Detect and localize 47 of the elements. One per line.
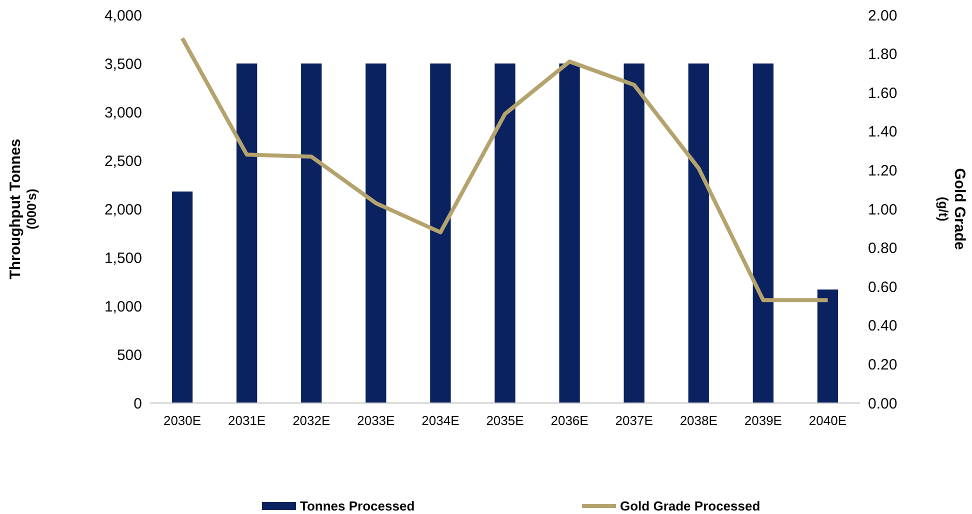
x-tick-label: 2039E: [744, 413, 782, 428]
bar: [172, 192, 193, 403]
y2-tick-label: 0.60: [868, 278, 898, 296]
bar: [301, 64, 322, 403]
bar: [688, 64, 709, 403]
y2-axis-title: Gold Grade (g/t): [936, 168, 968, 250]
x-tick-label: 2033E: [357, 413, 396, 428]
y-tick-label: 0: [134, 395, 142, 412]
x-tick-label: 2035E: [486, 413, 524, 428]
y-tick-label: 3,500: [104, 56, 142, 73]
bar: [752, 64, 774, 403]
y2-tick-label: 1.60: [868, 84, 898, 102]
y-tick-label: 2,000: [104, 201, 142, 218]
y2-tick-label: 1.20: [868, 162, 898, 180]
bar: [559, 64, 580, 403]
bar: [817, 290, 838, 403]
y-tick-label: 1,500: [104, 250, 142, 267]
x-tick-label: 2030E: [163, 413, 202, 428]
x-tick-label: 2034E: [422, 413, 460, 428]
x-tick-label: 2037E: [615, 413, 654, 428]
y2-tick-label: 0.80: [868, 240, 898, 258]
y2-tick-label: 0.00: [868, 395, 898, 412]
y2-tick-label: 0.20: [868, 356, 898, 374]
x-tick-label: 2031E: [228, 413, 266, 428]
y2-tick-label: 0.40: [868, 318, 898, 335]
y-tick-label: 500: [116, 346, 142, 364]
y2-tick-label: 2.00: [868, 7, 898, 24]
y2-tick-label: 1.80: [868, 46, 898, 64]
y2-tick-label: 1.00: [868, 201, 898, 218]
y-tick-label: 2,500: [104, 152, 142, 170]
line-series: [180, 36, 830, 302]
bar: [236, 64, 258, 403]
y-tick-label: 1,000: [104, 298, 142, 316]
bar: [430, 64, 451, 403]
x-tick-label: 2040E: [808, 413, 847, 428]
y2-tick-label: 1.40: [868, 124, 898, 141]
y-tick-label: 3,000: [104, 104, 142, 122]
x-tick-label: 2036E: [550, 413, 589, 428]
y-tick-label: 4,000: [104, 7, 142, 24]
legend-label: Gold Grade Processed: [620, 498, 760, 514]
bar: [494, 64, 516, 403]
legend-label: Tonnes Processed: [300, 498, 415, 514]
bar: [624, 64, 644, 403]
x-tick-label: 2038E: [680, 413, 718, 428]
x-tick-label: 2032E: [292, 413, 330, 428]
bar: [366, 64, 386, 403]
y-axis-title: Throughput Tonnes (000's): [7, 138, 39, 280]
